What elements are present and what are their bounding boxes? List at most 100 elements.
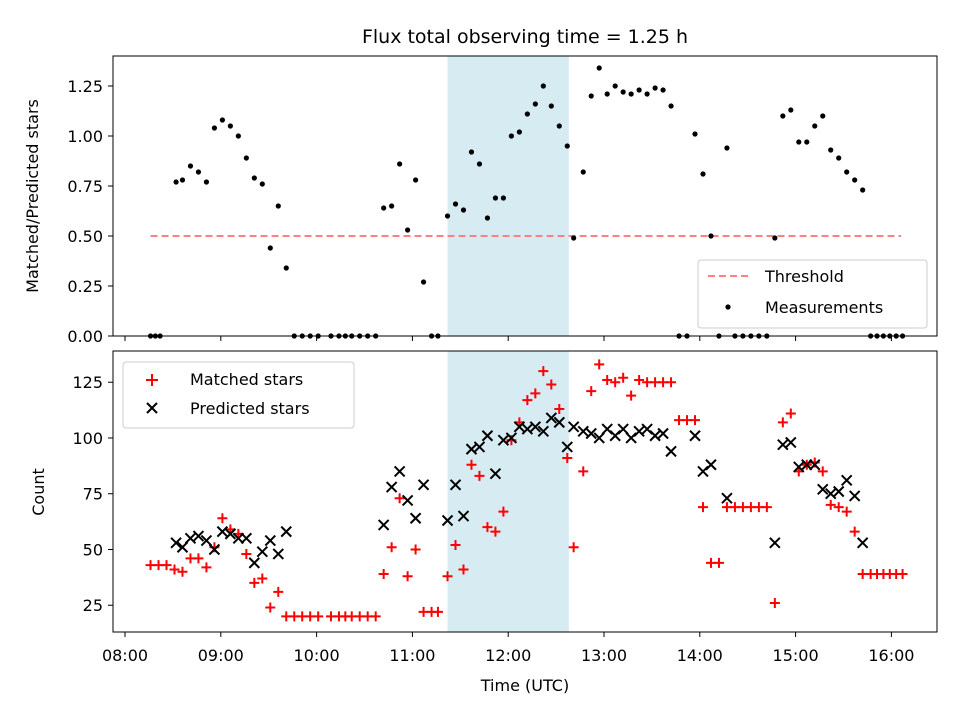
x-tick-label: 09:00: [198, 646, 244, 665]
measurement-point: [405, 227, 411, 233]
predicted-star-point: [248, 557, 261, 569]
predicted-star-point: [170, 537, 182, 549]
predicted-star-point: [617, 423, 629, 435]
measurement-point: [227, 123, 233, 129]
predicted-star-point: [377, 519, 390, 531]
measurement-point: [780, 113, 786, 119]
top-legend: Threshold Measurements: [697, 259, 928, 329]
matched-star-point: [618, 372, 629, 383]
predicted-star-point: [272, 548, 284, 560]
predicted-star-point: [417, 479, 430, 491]
legend-predicted-label: Predicted stars: [190, 399, 310, 418]
matched-star-point: [241, 548, 252, 559]
measurement-point: [468, 149, 475, 155]
predicted-star-point: [577, 425, 589, 437]
predicted-star-point: [545, 412, 558, 424]
top-axes-frame: [112, 55, 938, 337]
predicted-star-point: [769, 537, 781, 549]
measurement-point: [700, 171, 706, 177]
matched-star-point: [498, 506, 509, 517]
measurement-point: [564, 143, 570, 149]
bottom-legend: Matched stars Predicted stars: [122, 361, 355, 429]
legend-predicted-swatch: [146, 402, 158, 414]
predicted-star-point: [817, 483, 829, 495]
predicted-star-point: [665, 445, 677, 458]
top-legend-box: [697, 259, 928, 329]
measurement-point: [532, 101, 538, 107]
matched-star-point: [562, 453, 573, 464]
matched-star-point: [578, 466, 589, 477]
bottom-y-tick-label: 50: [83, 540, 103, 559]
predicted-star-point: [649, 430, 661, 442]
bottom-axes-frame: [112, 350, 938, 633]
measurement-point: [540, 83, 546, 89]
measurement-point: [219, 117, 225, 123]
x-axis: 08:00 09:00 10:00 11:00 12:00 13:00 14:00 15:00…: [102, 336, 914, 665]
matched-star-point: [849, 526, 860, 537]
matched-star-point: [777, 417, 788, 428]
matched-star-point: [249, 577, 260, 588]
predicted-star-point: [833, 485, 845, 498]
predicted-star-point: [192, 530, 205, 542]
predicted-star-point: [567, 421, 580, 433]
predicted-star-point: [465, 443, 478, 455]
measurement-point: [708, 233, 714, 239]
matched-star-point: [538, 366, 549, 377]
measurement-point: [860, 187, 866, 193]
measurement-point: [251, 175, 257, 181]
measurement-point: [772, 235, 778, 241]
shaded-interval-top: [447, 56, 569, 336]
measurement-point: [852, 177, 858, 183]
bottom-y-tick-label: 125: [72, 373, 103, 392]
top-y-tick-label: 0.75: [67, 177, 103, 196]
predicted-star-point: [521, 423, 534, 435]
legend-threshold-label: Threshold: [764, 267, 844, 286]
measurement-point: [804, 139, 810, 145]
measurement-point: [612, 83, 618, 89]
matched-star-point: [394, 493, 405, 504]
measurement-point: [548, 103, 554, 109]
measurement-point: [836, 155, 842, 161]
measurement-point: [267, 245, 273, 251]
predicted-star-point: [224, 528, 237, 540]
measurement-point: [235, 133, 241, 139]
predicted-star-point: [473, 441, 486, 453]
predicted-star-point: [777, 438, 789, 451]
predicted-star-point: [385, 481, 398, 493]
measurement-point: [812, 123, 818, 129]
predicted-star-point: [505, 432, 518, 444]
top-y-tick-label: 1.25: [67, 77, 103, 96]
measurement-point: [820, 113, 826, 119]
predicted-star-point: [561, 441, 573, 453]
measurement-point: [500, 195, 507, 201]
measurement-point: [243, 155, 249, 161]
predicted-star-point: [513, 421, 526, 433]
predicted-star-point: [657, 427, 669, 440]
x-tick-label: 16:00: [868, 646, 914, 665]
x-tick-label: 10:00: [294, 646, 340, 665]
matched-star-point: [450, 540, 461, 551]
predicted-star-point: [457, 510, 470, 522]
matched-star-point: [386, 542, 397, 553]
chart-title: Flux total observing time = 1.25 h: [362, 26, 688, 48]
predicted-star-point: [393, 465, 406, 478]
matched-star-point: [634, 374, 645, 385]
predicted-star-point: [785, 436, 797, 449]
matched-star-point: [817, 466, 828, 477]
predicted-star-point: [497, 434, 510, 446]
top-y-tick-label: 0.50: [67, 227, 103, 246]
matched-star-point: [841, 506, 852, 517]
measurement-point: [508, 133, 514, 139]
measurement-point: [571, 235, 577, 241]
bottom-plot-marks: [145, 359, 908, 622]
predicted-star-point: [184, 532, 197, 545]
predicted-star-point: [208, 543, 221, 556]
matched-star-point: [201, 562, 212, 573]
x-tick-label: 11:00: [389, 646, 435, 665]
measurement-point: [788, 107, 794, 113]
matched-star-point: [833, 502, 844, 513]
measurement-point: [195, 169, 202, 175]
measurement-point: [444, 213, 451, 219]
matched-star-point: [713, 557, 724, 568]
predicted-star-point: [825, 488, 837, 500]
